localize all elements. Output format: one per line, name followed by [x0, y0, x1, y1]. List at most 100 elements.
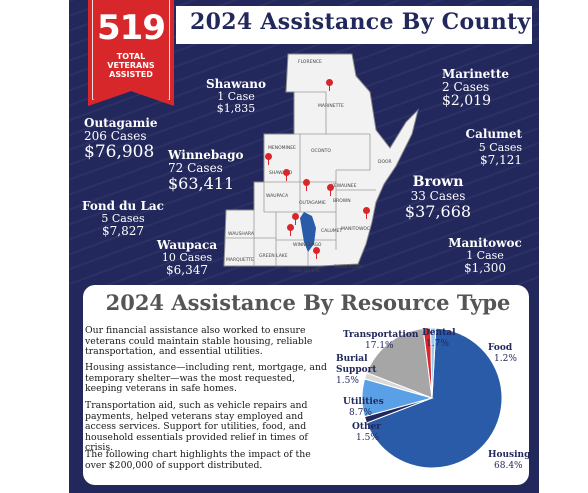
county-stat-manitowoc: Manitowoc 1 Case $1,300 — [440, 236, 530, 275]
county-name: Manitowoc — [448, 236, 522, 250]
pie-label-burial-support: Burial Support 1.5% — [336, 354, 388, 387]
map-pin — [362, 206, 370, 214]
ribbon-label-assisted: ASSISTED — [109, 70, 153, 79]
map-pin — [326, 183, 334, 191]
county-cases: 206 Cases — [84, 129, 147, 143]
county-stat-shawano: Shawano 1 Case $1,835 — [196, 78, 276, 115]
county-name: Waupaca — [156, 238, 218, 252]
map-pin-stem — [329, 190, 331, 196]
county-cases: 5 Cases — [478, 141, 522, 154]
map-pin — [282, 168, 290, 176]
county-stat-marinette: Marinette 2 Cases $2,019 — [420, 68, 512, 109]
county-name: Outagamie — [84, 116, 158, 130]
pie-label-name: Burial Support — [336, 354, 377, 375]
pie-label-utilities: Utilities 8.7% — [343, 397, 384, 419]
county-cases: 10 Cases — [161, 251, 213, 264]
county-stat-brown: Brown 33 Cases $37,668 — [396, 174, 480, 220]
county-title-banner — [176, 6, 532, 44]
map-label-door: DOOR — [378, 160, 392, 165]
pie-label-dental: Dental 1.7% — [422, 328, 455, 350]
veterans-total: 519 — [97, 8, 166, 48]
map-pin-stem — [285, 175, 287, 181]
map-label-calumet: CALUMET — [321, 229, 343, 234]
pie-label-value: 8.7% — [349, 408, 372, 418]
pie-label-name: Housing — [488, 450, 531, 460]
map-label-shawano: SHAWANO — [269, 171, 293, 176]
lake-winnebago — [300, 212, 316, 252]
county-stat-outagamie: Outagamie 206 Cases $76,908 — [84, 116, 194, 162]
pie-slice-transportation — [366, 328, 433, 399]
pie-label-transportation: Transportation 17.1% — [343, 330, 418, 352]
map-label-sheboygan: SHEBOYGAN — [334, 265, 363, 270]
county-stat-calumet: Calumet 5 Cases $7,121 — [430, 127, 522, 167]
map-label-fond-du-lac: FOND DU LAC — [289, 269, 321, 274]
county-cases: 1 Case — [466, 249, 504, 262]
county-amount: $2,019 — [442, 93, 491, 109]
county-name: Marinette — [442, 67, 510, 81]
county-name: Fond du Lac — [82, 199, 164, 213]
county-stat-waupaca: Waupaca 10 Cases $6,347 — [150, 238, 224, 277]
map-label-waupaca: WAUPACA — [266, 194, 289, 199]
map-label-manitowoc: MANITOWOC — [341, 227, 371, 232]
county-amount: $7,827 — [102, 224, 144, 238]
resource-paragraph-4: The following chart highlights the impac… — [85, 449, 311, 471]
pie-slice-food — [430, 327, 437, 399]
county-name: Shawano — [206, 77, 266, 91]
map-pin — [325, 78, 333, 86]
map-label-kewaunee: KEWAUNEE — [331, 184, 357, 189]
map-pin — [286, 223, 294, 231]
pie-label-food: Food 1.2% — [488, 343, 517, 365]
map-pin-stem — [328, 85, 330, 91]
map-pin — [264, 152, 272, 160]
pie-label-value: 68.4% — [494, 461, 523, 471]
county-cases: 72 Cases — [168, 161, 223, 175]
county-title: 2024 Assistance By County — [190, 9, 531, 35]
map-pin-stem — [315, 253, 317, 259]
veterans-ribbon — [88, 0, 174, 106]
map-label-outagamie: OUTAGAMIE — [299, 201, 326, 206]
resource-paragraph-2: Housing assistance—including rent, mortg… — [85, 362, 327, 395]
ribbon-label-total: TOTAL — [116, 52, 146, 61]
map-pin — [291, 212, 299, 220]
ribbon-label-veterans: VETERANS — [107, 61, 155, 70]
pie-label-name: Utilities — [343, 397, 384, 407]
county-amount: $63,411 — [168, 174, 235, 193]
county-amount: $1,835 — [216, 102, 256, 115]
map-label-winnebago: WINNEBAGO — [293, 243, 322, 248]
county-amount: $7,121 — [480, 153, 522, 167]
county-cases: 2 Cases — [442, 80, 490, 94]
pie-label-other: Other 1.5% — [352, 422, 381, 444]
county-borders — [226, 91, 376, 266]
map-pin-stem — [305, 185, 307, 191]
county-name: Brown — [412, 174, 464, 190]
map-label-florence: FLORENCE — [298, 60, 322, 65]
map-pin-stem — [365, 213, 367, 219]
pie-label-name: Other — [352, 422, 382, 432]
resource-title: 2024 Assistance By Resource Type — [105, 290, 511, 315]
county-cases: 5 Cases — [101, 212, 145, 225]
county-amount: $6,347 — [166, 263, 208, 277]
map-label-marquette: MARQUETTE — [226, 258, 255, 263]
map-label-brown: BROWN — [333, 199, 351, 204]
map-pin-stem — [294, 219, 296, 225]
pie-label-value: 1.7% — [426, 339, 449, 349]
pie-label-name: Food — [488, 343, 513, 353]
county-map — [223, 53, 419, 267]
map-pin-stem — [289, 230, 291, 236]
pie-label-value: 1.5% — [336, 376, 359, 386]
map-label-marinette: MARINETTE — [318, 104, 344, 109]
county-stat-fond-du-lac: Fond du Lac 5 Cases $7,827 — [78, 199, 168, 238]
pie-label-name: Transportation — [343, 330, 419, 340]
county-amount: $37,668 — [404, 202, 472, 221]
county-amount: $1,300 — [464, 261, 506, 275]
map-pin-stem — [267, 159, 269, 165]
county-stat-winnebago: Winnebago 72 Cases $63,411 — [168, 148, 268, 192]
pie-label-value: 1.2% — [494, 354, 517, 364]
county-name: Calumet — [465, 127, 522, 141]
map-label-waushara: WAUSHARA — [228, 232, 254, 237]
pie-label-name: Dental — [422, 328, 456, 338]
pie-label-value: 17.1% — [365, 341, 394, 351]
map-pin — [312, 246, 320, 254]
county-name: Winnebago — [168, 148, 244, 162]
map-label-oconto: OCONTO — [311, 149, 331, 154]
